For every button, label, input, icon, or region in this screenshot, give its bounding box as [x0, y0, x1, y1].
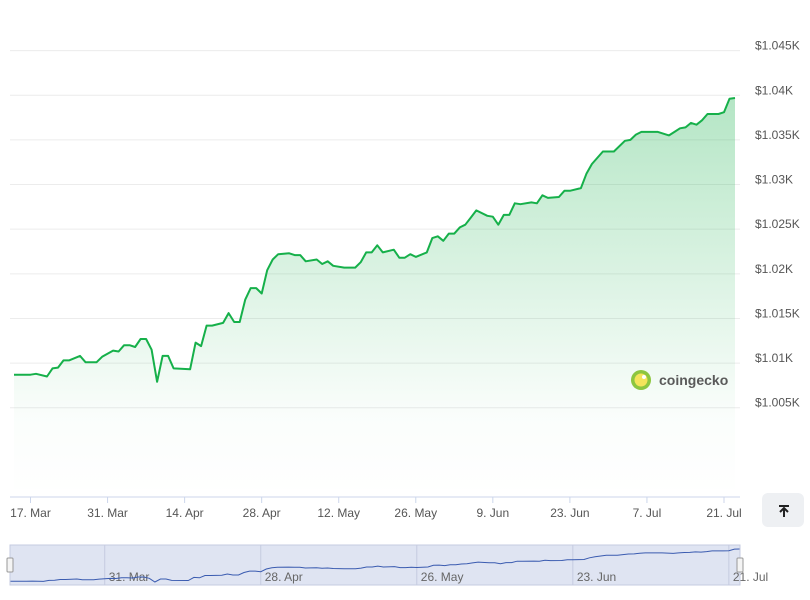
x-tick-label: 23. Jun — [550, 506, 589, 520]
navigator-tick-label: 21. Jul — [733, 570, 768, 584]
y-tick-label: $1.01K — [755, 351, 793, 365]
navigator-tick-label: 26. May — [421, 570, 464, 584]
x-tick-label: 21. Jul — [706, 506, 741, 520]
y-tick-label: $1.045K — [755, 39, 800, 53]
watermark: coingecko — [631, 370, 728, 390]
x-tick-label: 9. Jun — [476, 506, 509, 520]
navigator-line — [10, 548, 741, 583]
x-tick-label: 28. Apr — [243, 506, 281, 520]
y-tick-label: $1.035K — [755, 128, 800, 142]
y-tick-label: $1.015K — [755, 306, 800, 320]
y-tick-label: $1.025K — [755, 217, 800, 231]
y-tick-label: $1.03K — [755, 173, 793, 187]
x-tick-label: 17. Mar — [10, 506, 51, 520]
x-tick-label: 26. May — [394, 506, 437, 520]
x-tick-label: 31. Mar — [87, 506, 128, 520]
x-tick-label: 12. May — [317, 506, 360, 520]
y-tick-label: $1.005K — [755, 396, 800, 410]
area — [14, 98, 735, 497]
y-tick-label: $1.02K — [755, 262, 793, 276]
navigator-tick-label: 31. Mar — [109, 570, 150, 584]
line — [14, 97, 736, 383]
navigator-handle[interactable] — [736, 557, 744, 573]
x-tick-label: 7. Jul — [633, 506, 662, 520]
navigator-handle[interactable] — [6, 557, 14, 573]
scroll-top-button[interactable] — [762, 493, 804, 527]
navigator-tick-label: 23. Jun — [577, 570, 616, 584]
navigator-tick-label: 28. Apr — [265, 570, 303, 584]
watermark-text: coingecko — [659, 372, 728, 388]
y-tick-label: $1.04K — [755, 83, 793, 97]
x-tick-label: 14. Apr — [166, 506, 204, 520]
